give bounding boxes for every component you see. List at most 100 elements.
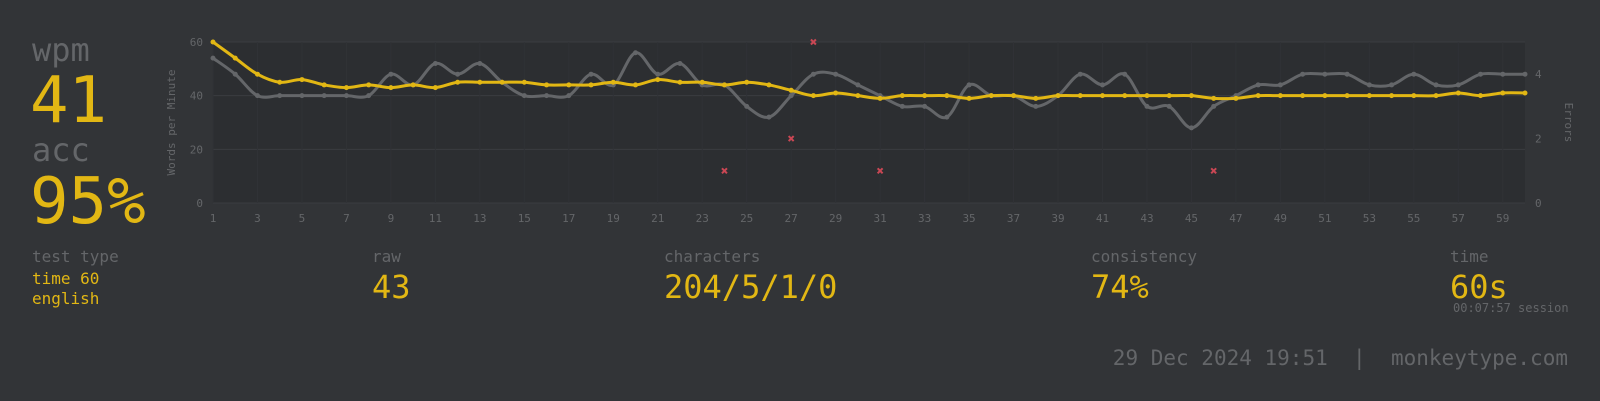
raw-point: [232, 71, 238, 77]
wpm-point: [1077, 93, 1083, 99]
wpm-point: [1166, 93, 1172, 99]
wpm-point: [521, 79, 527, 85]
raw-point: [1455, 82, 1461, 88]
wpm-point: [1233, 95, 1239, 101]
x-tick-label: 25: [740, 212, 753, 225]
wpm-point: [1389, 93, 1395, 99]
raw-point: [833, 71, 839, 77]
wpm-point: [477, 79, 483, 85]
accuracy-value: 95%: [30, 165, 146, 239]
footer-separator: |: [1353, 346, 1366, 370]
wpm-point: [1522, 90, 1528, 96]
raw-point: [655, 71, 661, 77]
wpm-point: [1211, 95, 1217, 101]
time-label: time: [1450, 247, 1489, 266]
test-type-mode[interactable]: time 60: [32, 269, 100, 288]
wpm-point: [944, 93, 950, 99]
y-tick-label: 20: [190, 143, 203, 156]
raw-point: [1122, 71, 1128, 77]
x-tick-label: 45: [1185, 212, 1198, 225]
wpm-point: [988, 93, 994, 99]
wpm-point: [1455, 90, 1461, 96]
wpm-point: [922, 93, 928, 99]
wpm-point: [1300, 93, 1306, 99]
x-tick-label: 3: [254, 212, 261, 225]
x-tick-label: 7: [343, 212, 350, 225]
wpm-point: [1344, 93, 1350, 99]
wpm-point: [499, 79, 505, 85]
x-tick-label: 33: [918, 212, 931, 225]
wpm-point: [343, 85, 349, 91]
raw-point: [366, 93, 372, 99]
error-mark: [787, 135, 795, 142]
accuracy-label: acc: [32, 131, 90, 169]
y-tick-label: 40: [190, 90, 203, 103]
wpm-point: [610, 79, 616, 85]
site-name: monkeytype.com: [1390, 346, 1568, 370]
raw-point: [1389, 82, 1395, 88]
wpm-point: [1011, 93, 1017, 99]
wpm-point: [1144, 93, 1150, 99]
wpm-point: [721, 82, 727, 88]
x-tick-label: 19: [607, 212, 620, 225]
raw-point: [899, 103, 905, 109]
error-mark: [1210, 167, 1217, 175]
x-tick-label: 17: [562, 212, 575, 225]
wpm-point: [877, 95, 883, 101]
wpm-point: [788, 87, 794, 93]
raw-point: [1478, 71, 1484, 77]
raw-point: [1322, 71, 1328, 77]
raw-point: [966, 82, 972, 88]
x-tick-label: 9: [388, 212, 395, 225]
x-tick-label: 5: [299, 212, 306, 225]
x-tick-label: 23: [696, 212, 709, 225]
x-tick-label: 1: [210, 212, 217, 225]
raw-point: [766, 114, 772, 120]
wpm-point: [588, 82, 594, 88]
wpm-point: [677, 79, 683, 85]
raw-value: 43: [372, 268, 411, 306]
raw-point: [633, 50, 639, 56]
consistency-value[interactable]: 74%: [1091, 268, 1149, 306]
time-value[interactable]: 60s: [1450, 268, 1508, 306]
y2-tick-label: 0: [1535, 197, 1542, 210]
error-mark: [810, 38, 817, 46]
wpm-point: [1277, 93, 1283, 99]
raw-point: [1366, 82, 1372, 88]
raw-point: [944, 114, 950, 120]
raw-point: [277, 93, 283, 99]
session-time: 00:07:57 session: [1453, 301, 1569, 315]
consistency-label: consistency: [1091, 247, 1197, 266]
raw-point: [1166, 103, 1172, 109]
wpm-point: [744, 79, 750, 85]
x-tick-label: 39: [1051, 212, 1064, 225]
raw-point: [477, 60, 483, 66]
wpm-point: [855, 93, 861, 99]
wpm-point: [1055, 93, 1061, 99]
raw-point: [210, 55, 216, 61]
wpm-point: [1188, 93, 1194, 99]
x-tick-label: 53: [1363, 212, 1376, 225]
wpm-point: [1366, 93, 1372, 99]
characters-value[interactable]: 204/5/1/0: [664, 268, 838, 306]
test-type-language[interactable]: english: [32, 289, 100, 308]
raw-point: [254, 93, 260, 99]
wpm-point: [321, 82, 327, 88]
raw-point: [544, 93, 550, 99]
wpm-point: [254, 71, 260, 77]
wpm-label: wpm: [32, 31, 90, 69]
characters-label: characters: [664, 247, 761, 266]
wpm-point: [410, 82, 416, 88]
wpm-point: [1255, 93, 1261, 99]
y-tick-label: 60: [190, 36, 203, 49]
wpm-point: [455, 79, 461, 85]
wpm-point: [232, 55, 238, 61]
raw-point: [1255, 82, 1261, 88]
x-tick-label: 57: [1452, 212, 1465, 225]
x-tick-label: 43: [1140, 212, 1153, 225]
raw-point: [521, 93, 527, 99]
wpm-point: [1033, 95, 1039, 101]
wpm-point: [655, 77, 661, 83]
wpm-point: [432, 85, 438, 91]
